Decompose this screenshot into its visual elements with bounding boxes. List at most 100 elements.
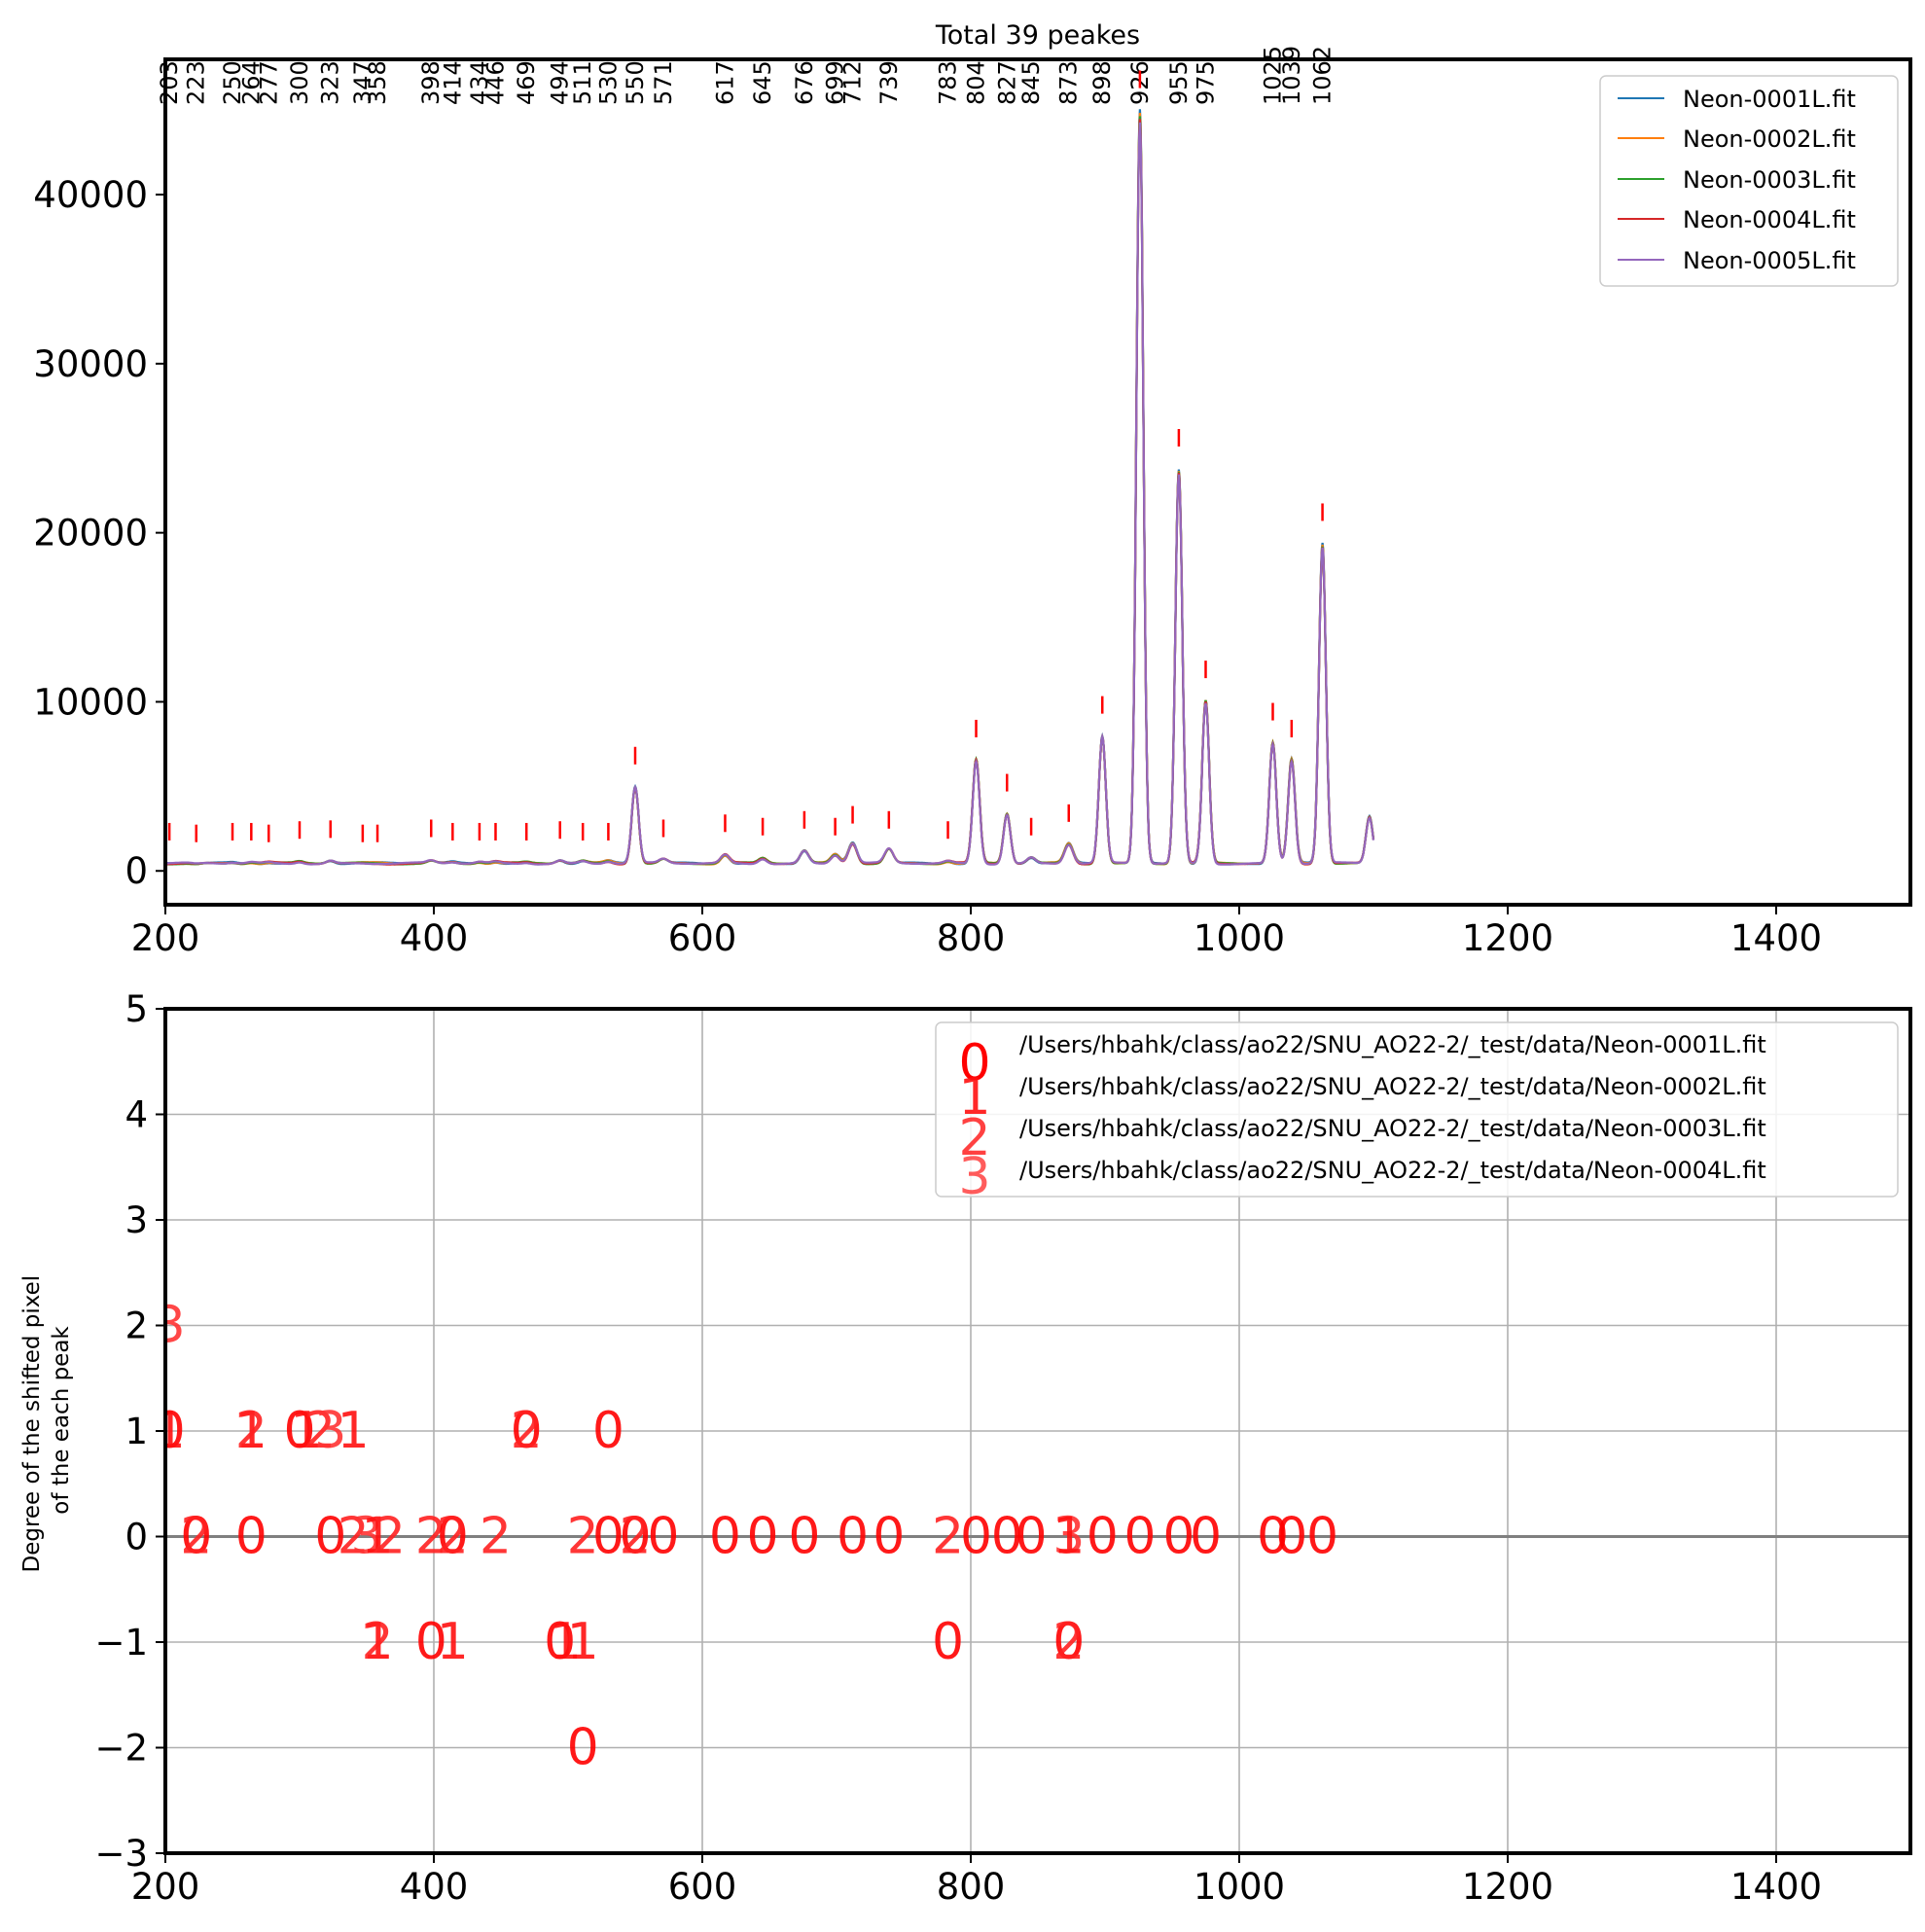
shift-point: 0	[619, 1508, 651, 1566]
plot-frame	[163, 57, 1912, 907]
y-tick-label: −1	[94, 1622, 148, 1664]
shift-point: 0	[437, 1508, 469, 1566]
legend-label: /Users/hbahk/class/ao22/SNU_AO22-2/_test…	[1019, 1031, 1766, 1058]
legend-entry: 2 /Users/hbahk/class/ao22/SNU_AO22-2/_te…	[958, 1109, 1765, 1167]
shift-point: 0	[1257, 1508, 1289, 1566]
legend-box	[1599, 75, 1899, 287]
shift-point: 0	[592, 1508, 624, 1566]
shift-point: 1	[338, 1402, 370, 1460]
shift-point: 0	[837, 1508, 869, 1566]
shift-point: 0	[1162, 1508, 1194, 1566]
x-tick-label: 400	[400, 1866, 469, 1908]
legend-marker: 3	[958, 1148, 990, 1206]
shift-point: 3	[350, 1508, 382, 1566]
shift-point: 0	[1087, 1508, 1119, 1566]
peak-label: 398	[417, 60, 445, 105]
legend-label: Neon-0002L.fit	[1683, 125, 1856, 153]
y-tick-label: 1	[125, 1411, 148, 1452]
legend-entry: 1 /Users/hbahk/class/ao22/SNU_AO22-2/_te…	[958, 1068, 1765, 1127]
legend-entry: 3 /Users/hbahk/class/ao22/SNU_AO22-2/_te…	[958, 1148, 1765, 1206]
shift-point: 0	[592, 1402, 624, 1460]
shift-point: 1	[550, 1613, 582, 1671]
spectrum-lines	[165, 109, 1375, 866]
shift-point: 1	[361, 1613, 393, 1671]
shift-point: 2	[374, 1508, 406, 1566]
peak-label: 898	[1088, 60, 1116, 105]
shift-point: 0	[873, 1508, 905, 1566]
y-tick-label: 5	[125, 988, 148, 1030]
x-tick-label: 800	[937, 1866, 1006, 1908]
shift-point: 0	[1275, 1508, 1307, 1566]
legend: 0 /Users/hbahk/class/ao22/SNU_AO22-2/_te…	[935, 1021, 1899, 1206]
legend-entry: Neon-0003L.fit	[1618, 166, 1856, 194]
legend-label: Neon-0003L.fit	[1683, 166, 1856, 194]
shift-point: 0	[511, 1402, 543, 1460]
spectrum-line	[165, 122, 1375, 866]
y-tick-label: 40000	[33, 174, 148, 216]
y-tick-label: 4	[125, 1094, 148, 1136]
legend-entry: Neon-0004L.fit	[1618, 206, 1856, 233]
shift-point: 0	[283, 1402, 315, 1460]
legend-label: /Users/hbahk/class/ao22/SNU_AO22-2/_test…	[1019, 1073, 1766, 1100]
shift-point: 3	[154, 1297, 186, 1355]
peak-label: 804	[963, 60, 990, 105]
shift-point: 0	[154, 1402, 186, 1460]
shift-point: 0	[180, 1508, 212, 1566]
legend-entry: 0 /Users/hbahk/class/ao22/SNU_AO22-2/_te…	[958, 1031, 1765, 1092]
y-axis-ticks: −3 −2 −1 0 1 2 3 4 5	[94, 988, 165, 1875]
peak-label: 1062	[1309, 46, 1337, 105]
peak-label: 550	[622, 60, 649, 105]
shift-point: 1	[567, 1613, 599, 1671]
shift-point: 0	[544, 1613, 576, 1671]
peak-label: 739	[875, 60, 903, 105]
y-axis-label-line: of the each peak	[49, 1326, 74, 1515]
peak-label: 530	[594, 60, 622, 105]
shift-point: 0	[960, 1508, 992, 1566]
legend-label: Neon-0005L.fit	[1683, 247, 1856, 274]
shift-point: 2	[511, 1402, 543, 1460]
shift-point: 0	[1190, 1508, 1222, 1566]
shift-point: 1	[290, 1402, 322, 1460]
x-tick-label: 1400	[1730, 917, 1822, 959]
peak-label: 873	[1055, 60, 1083, 105]
shift-point: 0	[1016, 1508, 1048, 1566]
x-tick-label: 200	[131, 917, 200, 959]
shift-point: 2	[235, 1402, 267, 1460]
legend-marker: 2	[958, 1109, 990, 1167]
shift-point: 0	[567, 1719, 599, 1777]
shift-point: 0	[415, 1613, 447, 1671]
y-tick-label: 0	[125, 1517, 148, 1558]
peak-label: 645	[749, 60, 776, 105]
shift-point: 3	[314, 1402, 346, 1460]
peak-label: 1039	[1278, 46, 1305, 105]
peak-label: 347	[349, 60, 376, 105]
shift-point: 2	[415, 1508, 447, 1566]
shift-point: 2	[180, 1508, 212, 1566]
shift-point: 2	[361, 1613, 393, 1671]
peak-label: 203	[156, 60, 183, 105]
shift-point: 2	[303, 1402, 336, 1460]
shift-point: 0	[709, 1508, 741, 1566]
y-axis-label-line: Degree of the shifted pixel	[19, 1275, 45, 1573]
shift-point: 1	[235, 1402, 267, 1460]
peak-label: 446	[481, 60, 509, 105]
legend-label: /Users/hbahk/class/ao22/SNU_AO22-2/_test…	[1019, 1157, 1766, 1184]
peak-label: 676	[791, 60, 818, 105]
shift-point: 0	[647, 1508, 679, 1566]
y-tick-label: 20000	[33, 513, 148, 555]
legend-marker: 1	[958, 1068, 990, 1127]
peak-label: 223	[183, 60, 210, 105]
peak-label: 494	[547, 60, 574, 105]
shift-point: 2	[338, 1508, 370, 1566]
x-tick-label: 1200	[1462, 917, 1553, 959]
y-tick-label: 3	[125, 1199, 148, 1241]
peak-label: 414	[439, 60, 466, 105]
chart-title: Total 39 peakes	[935, 20, 1140, 51]
peak-label: 955	[1165, 60, 1193, 105]
shift-point: 2	[567, 1508, 599, 1566]
y-axis-ticks: 0 10000 20000 30000 40000	[33, 174, 165, 892]
peak-label: 783	[935, 60, 962, 105]
